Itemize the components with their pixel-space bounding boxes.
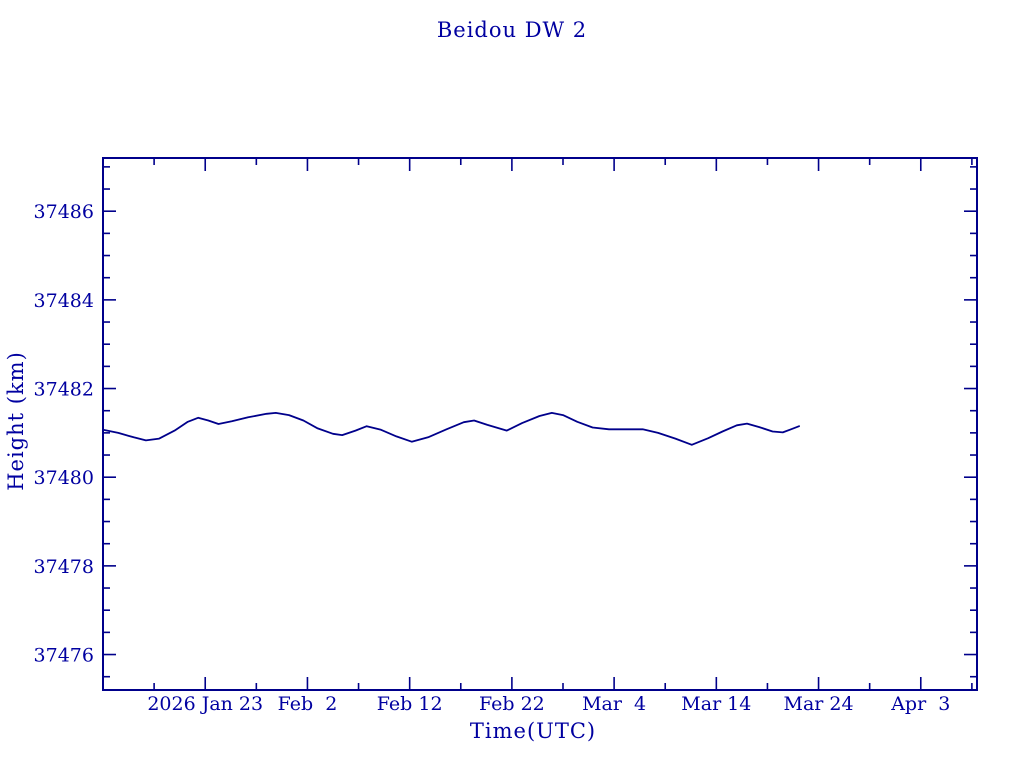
x-tick-label: Mar 24 [784,693,854,715]
y-tick-label: 37478 [34,556,94,578]
x-tick-label: Apr 3 [890,693,950,715]
y-tick-label: 37484 [34,290,94,312]
y-tick-label: 37486 [34,201,94,223]
x-tick-label: 2026 Jan 23 [147,693,263,715]
y-tick-label: 37482 [34,379,94,401]
x-tick-label: Feb 12 [377,693,443,715]
chart-title: Beidou DW 2 [436,18,588,42]
y-tick-label: 37476 [34,645,94,667]
x-tick-label: Feb 2 [278,693,338,715]
x-tick-label: Mar 14 [681,693,751,715]
data-line-orbit-height [102,411,800,446]
x-tick-label: Mar 4 [582,693,646,715]
x-axis-title: Time(UTC) [469,719,597,743]
y-tick-label: 37480 [34,467,94,489]
x-tick-label: Feb 22 [479,693,545,715]
plot-frame [102,157,978,691]
